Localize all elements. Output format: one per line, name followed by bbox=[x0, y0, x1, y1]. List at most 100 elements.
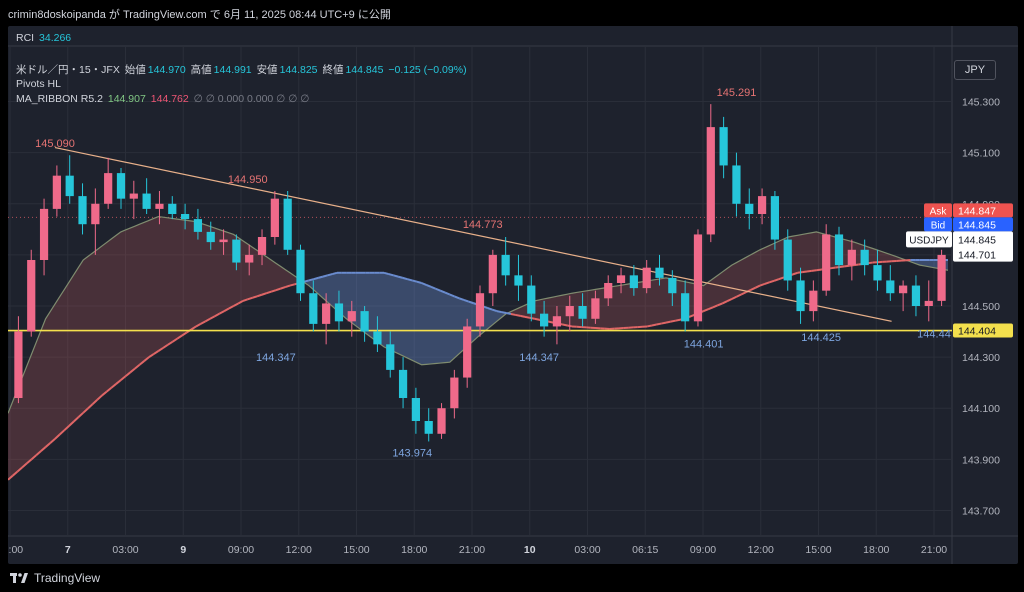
ma-slow-segment bbox=[520, 314, 526, 318]
candle-body bbox=[745, 203, 754, 214]
candle-body bbox=[52, 175, 61, 209]
ma-slow-segment bbox=[167, 340, 174, 346]
rci-indicator-label[interactable]: RCI 34.266 bbox=[16, 32, 73, 44]
tradingview-logo-icon bbox=[10, 573, 28, 583]
ma-slow-segment bbox=[12, 470, 19, 477]
candle-body bbox=[347, 311, 356, 322]
pivot-high-label: 145.291 bbox=[717, 87, 757, 99]
candle-body bbox=[629, 275, 638, 289]
ma-slow-segment bbox=[501, 311, 507, 315]
ma-slow-segment bbox=[830, 266, 836, 270]
candle-body bbox=[142, 193, 151, 209]
change-value: −0.125 (−0.09%) bbox=[388, 64, 467, 76]
candle-body bbox=[565, 306, 574, 317]
pivot-low-label: 144.425 bbox=[801, 332, 841, 344]
ma-slow-segment bbox=[487, 306, 493, 311]
x-tick-label: 09:00 bbox=[228, 544, 254, 556]
candle-body bbox=[104, 173, 113, 204]
y-tick-label: 145.100 bbox=[962, 148, 1000, 160]
candle-body bbox=[642, 267, 651, 289]
ma-slow-segment bbox=[143, 356, 150, 362]
ma-slow-segment bbox=[96, 394, 103, 401]
ma-slow-segment bbox=[463, 298, 469, 303]
x-tick-label: 15:00 bbox=[343, 544, 369, 556]
ma-slow-segment bbox=[289, 283, 295, 287]
ma-slow-segment bbox=[407, 278, 413, 282]
open-value: 144.970 bbox=[147, 64, 186, 76]
candle-body bbox=[245, 254, 254, 263]
ma-slow-segment bbox=[524, 315, 530, 319]
candle-body bbox=[809, 290, 818, 312]
candle-body bbox=[719, 127, 728, 166]
brand-name: TradingView bbox=[34, 571, 101, 585]
low-label: 安値 bbox=[256, 64, 278, 76]
pivots-legend[interactable]: Pivots HL bbox=[16, 78, 61, 90]
ma-slow-segment bbox=[506, 312, 512, 315]
symbol-legend[interactable]: 米ドル／円・15・JFX 始値 144.970 高値 144.991 安値 144.8… bbox=[16, 62, 469, 77]
ma-slow-segment bbox=[204, 317, 211, 323]
candle-body bbox=[578, 306, 587, 319]
ma-slow-segment bbox=[82, 407, 89, 414]
candle-body bbox=[834, 234, 844, 266]
ma-slow-segment bbox=[233, 302, 239, 307]
ma-slow-segment bbox=[773, 278, 780, 282]
ma-slow-segment bbox=[548, 320, 554, 324]
candle-body bbox=[655, 267, 664, 278]
candle-body bbox=[847, 249, 856, 266]
bid-tag-label-box bbox=[924, 217, 952, 232]
ma-slow-segment bbox=[458, 297, 465, 301]
ask-tag-box bbox=[953, 203, 1013, 218]
candle-body bbox=[604, 283, 613, 299]
ma-slow-segment bbox=[134, 364, 141, 370]
x-tick-label: 21:00 bbox=[8, 544, 23, 556]
ma-slow-segment bbox=[468, 300, 474, 305]
ma-slow-segment bbox=[73, 416, 80, 423]
ma-slow-segment bbox=[670, 319, 676, 323]
candle-body bbox=[886, 280, 895, 294]
ma-slow-segment bbox=[303, 279, 310, 283]
candle-body bbox=[65, 175, 74, 197]
x-tick-label: 10 bbox=[524, 544, 536, 556]
ma-slow-segment bbox=[491, 308, 498, 313]
ma-slow-segment bbox=[157, 347, 164, 352]
ma-slow-segment bbox=[717, 302, 723, 307]
candle-body bbox=[501, 254, 510, 276]
ribbon-fill-bullish bbox=[506, 231, 906, 329]
hline-price-tag-value: 144.404 bbox=[958, 326, 996, 338]
y-tick-label: 144.100 bbox=[962, 403, 1000, 415]
pivot-high-label: 144.773 bbox=[463, 219, 503, 231]
ma-slow-segment bbox=[435, 287, 441, 292]
tradingview-footer[interactable]: TradingView bbox=[10, 569, 100, 587]
ribbon-label: MA_RIBBON R5.2 bbox=[16, 93, 103, 105]
price-chart[interactable]: 145.300145.100144.900144.700144.500144.3… bbox=[8, 26, 1018, 564]
ma-slow-segment bbox=[77, 412, 84, 418]
ma-slow-segment bbox=[411, 279, 418, 283]
ribbon-legend[interactable]: MA_RIBBON R5.2 144.907 144.762 ∅ ∅ 0.000… bbox=[16, 93, 311, 105]
ma-slow-segment bbox=[332, 271, 338, 276]
high-value: 144.991 bbox=[213, 64, 252, 76]
ma-price-tag-value: 144.701 bbox=[958, 250, 996, 262]
x-tick-label: 12:00 bbox=[286, 544, 312, 556]
y-tick-label: 143.900 bbox=[962, 454, 1000, 466]
candle-body bbox=[681, 293, 690, 322]
ma-slow-segment bbox=[54, 433, 61, 440]
candle-body bbox=[937, 254, 946, 301]
ma-slow-segment bbox=[416, 280, 422, 284]
ma-slow-segment bbox=[266, 290, 272, 295]
ma-slow-segment bbox=[195, 323, 202, 328]
trendline[interactable] bbox=[54, 146, 892, 322]
currency-button[interactable]: JPY bbox=[954, 60, 996, 80]
chart-panel[interactable]: 145.300145.100144.900144.700144.500144.3… bbox=[8, 26, 1018, 564]
x-tick-label: 7 bbox=[65, 544, 71, 556]
close-label: 終値 bbox=[322, 64, 344, 76]
candle-body bbox=[693, 234, 703, 322]
ma-slow-segment bbox=[148, 353, 155, 358]
ma-slow-segment bbox=[30, 454, 37, 461]
ma-slow-segment bbox=[712, 304, 719, 309]
ma-slow-segment bbox=[16, 466, 23, 473]
candle-body bbox=[27, 260, 36, 332]
ma-slow-segment bbox=[313, 276, 319, 281]
ma-slow-segment bbox=[510, 313, 516, 316]
ma-slow-segment bbox=[867, 261, 873, 265]
candle-body bbox=[180, 214, 190, 220]
